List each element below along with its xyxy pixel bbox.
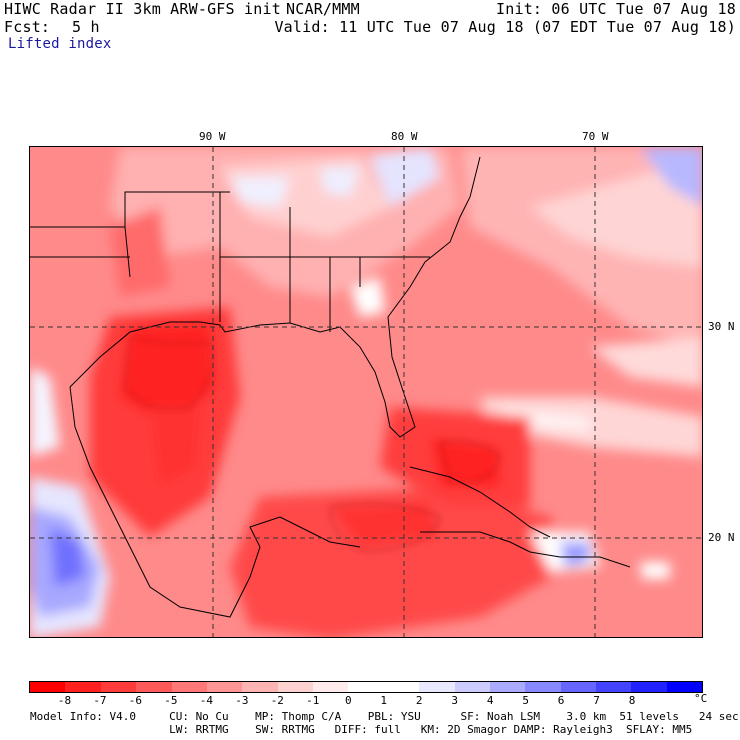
colorbar-swatch bbox=[65, 682, 101, 692]
colorbar-swatch bbox=[489, 682, 526, 692]
colorbar-tick-label: 0 bbox=[344, 694, 352, 707]
colorbar-unit: °C bbox=[694, 692, 708, 705]
colorbar-tick-label: 3 bbox=[451, 694, 458, 707]
model-info-line2: LW: RRTMG SW: RRTMG DIFF: full KM: 2D Sm… bbox=[30, 723, 693, 736]
colorbar-swatch bbox=[560, 682, 596, 692]
colorbar-swatch bbox=[454, 682, 490, 692]
colorbar-swatch bbox=[100, 682, 137, 692]
colorbar-swatch bbox=[30, 682, 66, 692]
colorbar-swatch bbox=[348, 682, 384, 692]
lon-label-70w: 70 W bbox=[582, 130, 609, 143]
colorbar-tick-label: 5 bbox=[522, 694, 529, 707]
lon-label-90w: 90 W bbox=[199, 130, 226, 143]
field-shading bbox=[30, 147, 702, 637]
forecast-label: Fcst: bbox=[4, 18, 51, 36]
colorbar-tick-label: -1 bbox=[306, 694, 320, 707]
colorbar-tick-label: 4 bbox=[486, 694, 494, 707]
contours bbox=[124, 336, 501, 553]
colorbar-tick-label: 7 bbox=[593, 694, 600, 707]
map-title: HIWC Radar II 3km ARW-GFS init bbox=[4, 0, 281, 18]
colorbar-swatch bbox=[242, 682, 278, 692]
forecast-hour: 5 h bbox=[72, 18, 100, 36]
colorbar-swatch bbox=[666, 682, 703, 692]
field-name: Lifted index bbox=[8, 36, 112, 52]
colorbar-swatch bbox=[419, 682, 455, 692]
colorbar-swatch bbox=[383, 682, 420, 692]
map-canvas bbox=[30, 147, 702, 637]
organization-label: NCAR/MMM bbox=[286, 0, 360, 18]
colorbar-tick-label: -2 bbox=[270, 694, 284, 707]
colorbar-swatch bbox=[171, 682, 207, 692]
model-info-line1: Model Info: V4.0 CU: No Cu MP: Thomp C/A… bbox=[30, 710, 739, 723]
colorbar-swatch bbox=[136, 682, 172, 692]
valid-time: Valid: 11 UTC Tue 07 Aug 18 (07 EDT Tue … bbox=[274, 18, 736, 36]
colorbar-swatch bbox=[525, 682, 561, 692]
colorbar-tick-label: -6 bbox=[128, 694, 143, 707]
coastlines bbox=[30, 156, 631, 618]
grid-lines bbox=[30, 147, 702, 637]
colorbar-tick-label: 8 bbox=[628, 694, 636, 707]
lat-label-30n: 30 N bbox=[708, 320, 735, 333]
colorbar-tick-label: -7 bbox=[93, 694, 107, 707]
colorbar-tick-label: -5 bbox=[164, 694, 178, 707]
colorbar-swatch bbox=[206, 682, 243, 692]
colorbar-swatch bbox=[631, 682, 667, 692]
colorbar-tick-label: -4 bbox=[199, 694, 213, 707]
colorbar-tick-label: -8 bbox=[57, 694, 72, 707]
colorbar-tick-label: 1 bbox=[380, 694, 388, 707]
colorbar-tick-label: 6 bbox=[557, 694, 565, 707]
colorbar-swatch bbox=[277, 682, 313, 692]
colorbar bbox=[29, 681, 703, 693]
lifted-index-map[interactable] bbox=[29, 146, 703, 638]
colorbar-swatch bbox=[313, 682, 349, 692]
colorbar-swatch bbox=[596, 682, 632, 692]
init-time: Init: 06 UTC Tue 07 Aug 18 bbox=[496, 0, 736, 18]
lon-label-80w: 80 W bbox=[391, 130, 418, 143]
lat-label-20n: 20 N bbox=[708, 531, 735, 544]
colorbar-tick-label: -3 bbox=[235, 694, 249, 707]
colorbar-tick-label: 2 bbox=[415, 694, 423, 707]
